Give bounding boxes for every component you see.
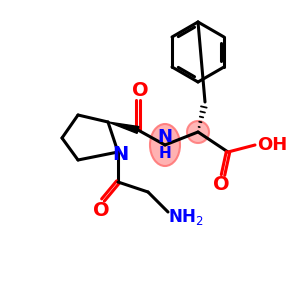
Text: NH$_2$: NH$_2$	[168, 207, 204, 227]
Ellipse shape	[187, 121, 209, 143]
Text: O: O	[93, 200, 109, 220]
Text: N: N	[158, 128, 172, 146]
Text: O: O	[213, 176, 229, 194]
Ellipse shape	[150, 124, 180, 166]
Text: N: N	[112, 145, 128, 164]
Text: O: O	[132, 80, 148, 100]
Polygon shape	[108, 122, 139, 134]
Text: OH: OH	[257, 136, 287, 154]
Text: H: H	[159, 146, 171, 160]
